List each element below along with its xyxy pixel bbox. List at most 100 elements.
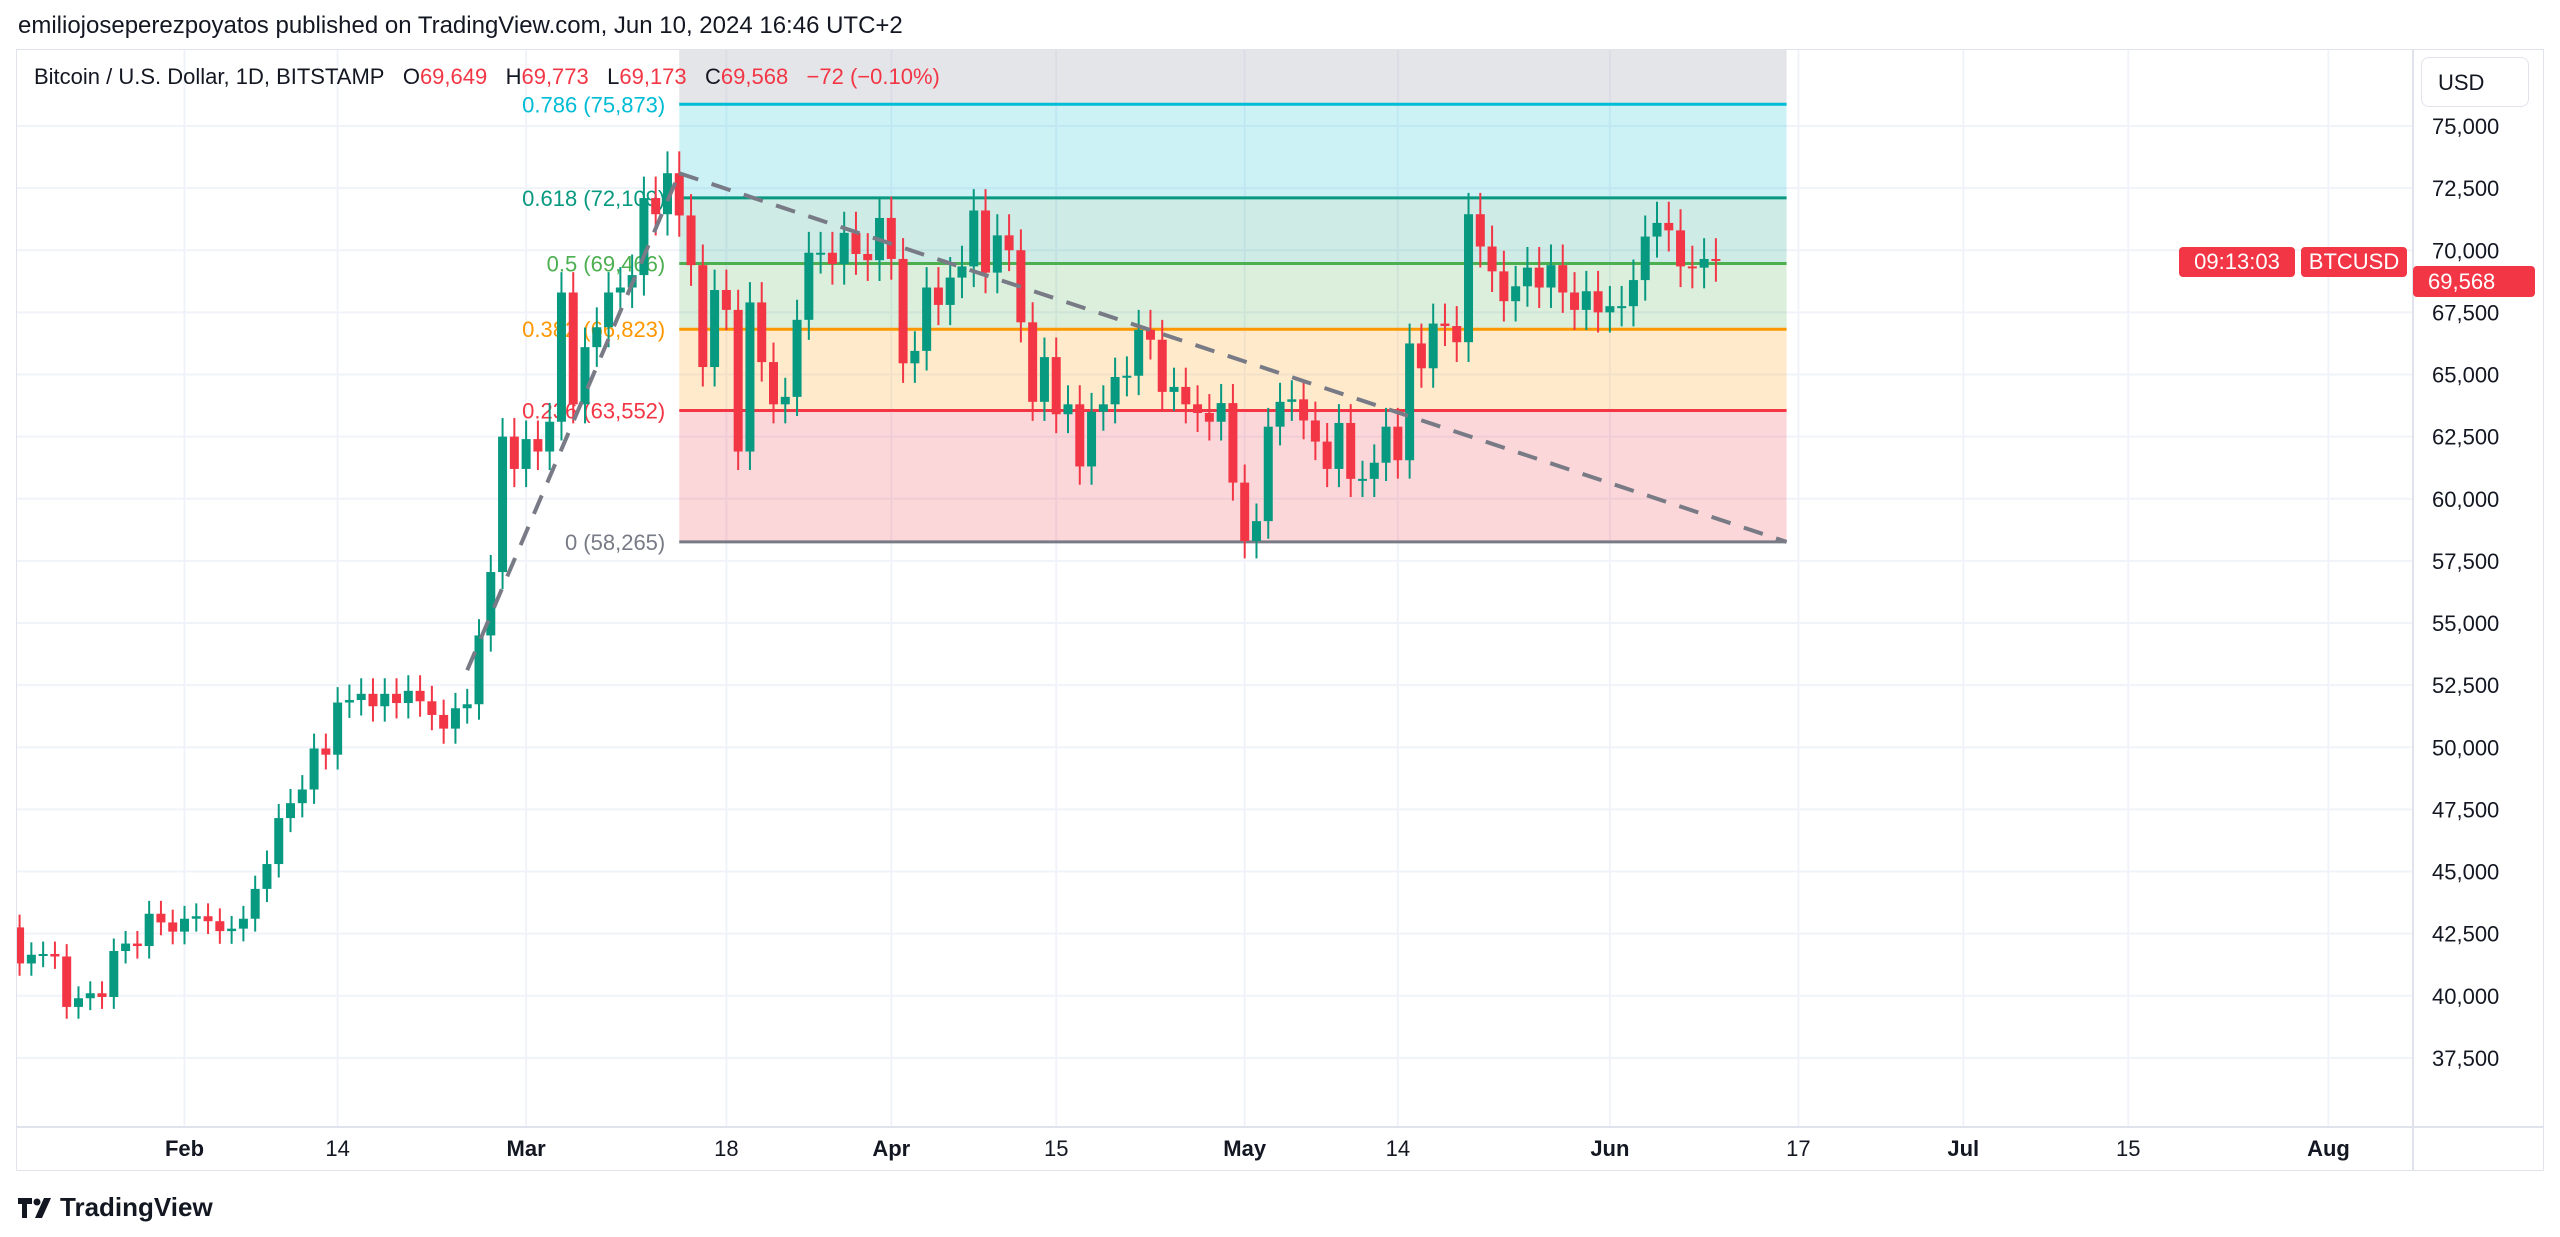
candle-body [333, 702, 343, 755]
candle [922, 267, 932, 371]
open-label: O [402, 64, 420, 89]
candle [686, 194, 696, 286]
candle [898, 238, 908, 383]
candle [1699, 238, 1709, 289]
candle-body [450, 708, 460, 729]
price-tick-label: 67,500 [2432, 300, 2499, 325]
candle-body [568, 292, 578, 405]
candle-body [1416, 343, 1426, 369]
candle-body [662, 173, 672, 215]
candle [1499, 250, 1509, 322]
candle-body [1251, 521, 1261, 541]
candle-body [297, 789, 307, 804]
candle-body [1393, 426, 1403, 461]
candle [3, 907, 12, 940]
high-label: H [505, 64, 522, 89]
candle-body [1287, 399, 1297, 402]
price-tick-label: 72,500 [2432, 176, 2499, 201]
bar-close-countdown: 09:13:03 [2194, 249, 2280, 274]
candle [1393, 407, 1403, 479]
candle-body [1322, 441, 1332, 469]
candle-body [1487, 246, 1497, 272]
candle-body [439, 714, 449, 729]
candle [1664, 201, 1674, 252]
candle [1381, 407, 1391, 482]
candle [1051, 337, 1061, 434]
candle-body [1475, 214, 1485, 247]
currency-button[interactable]: USD [2421, 57, 2529, 107]
candle [1181, 367, 1191, 424]
price-tick-label: 62,500 [2432, 425, 2499, 450]
symbol-legend: Bitcoin / U.S. Dollar, 1D, BITSTAMP O 69,… [34, 64, 940, 90]
candle-body [1346, 422, 1356, 479]
candle [1299, 380, 1309, 440]
candle [1581, 270, 1591, 331]
candle [1228, 384, 1238, 501]
candle [733, 289, 743, 470]
candle-body [1181, 386, 1191, 405]
candle-body [1652, 222, 1662, 237]
candle-body [1004, 235, 1014, 251]
candle-body [203, 916, 213, 922]
candle-body [910, 350, 920, 364]
candle [132, 931, 142, 959]
published-caption: emiliojoseperezpoyatos published on Trad… [18, 12, 903, 39]
candle-body [392, 693, 402, 704]
price-tick-label: 42,500 [2432, 922, 2499, 947]
candle [403, 675, 413, 719]
candle [333, 687, 343, 770]
candle [1593, 270, 1603, 333]
candle [344, 684, 354, 718]
candle [568, 272, 578, 424]
candle-body [38, 954, 48, 957]
price-tick-label: 65,000 [2432, 363, 2499, 388]
change-value: −72 (−0.10%) [806, 64, 940, 89]
candle-body [1122, 375, 1132, 378]
candle [1145, 309, 1155, 360]
candle [250, 875, 260, 932]
candle-body [1145, 329, 1155, 340]
candle [392, 678, 402, 719]
candle [356, 678, 366, 716]
candle [1464, 192, 1474, 362]
candle [1028, 302, 1038, 421]
candle [992, 214, 1002, 294]
candle [1487, 225, 1497, 292]
high-value: 69,773 [521, 64, 589, 89]
price-tick-label: 50,000 [2432, 735, 2499, 760]
symbol-title[interactable]: Bitcoin / U.S. Dollar, 1D, BITSTAMP [34, 64, 385, 89]
candle [556, 272, 566, 441]
time-tick-label: 17 [1786, 1136, 1810, 1161]
candle [427, 685, 437, 731]
candle [168, 909, 178, 945]
candle [1358, 460, 1367, 498]
tradingview-watermark[interactable]: TradingView [18, 1192, 213, 1223]
close-label: C [705, 64, 721, 89]
candle [1204, 394, 1214, 441]
candle-body [1605, 306, 1615, 313]
candle-body [851, 232, 861, 254]
candle [957, 245, 967, 299]
trend-line-dashed [678, 171, 1788, 544]
last-price-label-bg [2413, 266, 2535, 297]
candle [297, 775, 307, 818]
candle [1640, 215, 1650, 301]
candle [757, 282, 767, 382]
candle-body [85, 993, 95, 999]
candle-body [1275, 401, 1285, 427]
candle-body [898, 258, 908, 364]
candle [1570, 272, 1580, 331]
candle [1440, 303, 1450, 347]
candle-body [1240, 482, 1250, 541]
candle-body [1676, 230, 1686, 267]
candle [1369, 444, 1379, 498]
candle-body [109, 951, 119, 997]
candle-body [1075, 404, 1085, 467]
fib-zone-0.618 [679, 197, 1787, 264]
candle-body [1228, 403, 1238, 483]
candle [1711, 238, 1721, 282]
candles [3, 151, 1721, 1019]
time-tick-label: 15 [2116, 1136, 2140, 1161]
bar-close-countdown-bg [2179, 246, 2295, 277]
